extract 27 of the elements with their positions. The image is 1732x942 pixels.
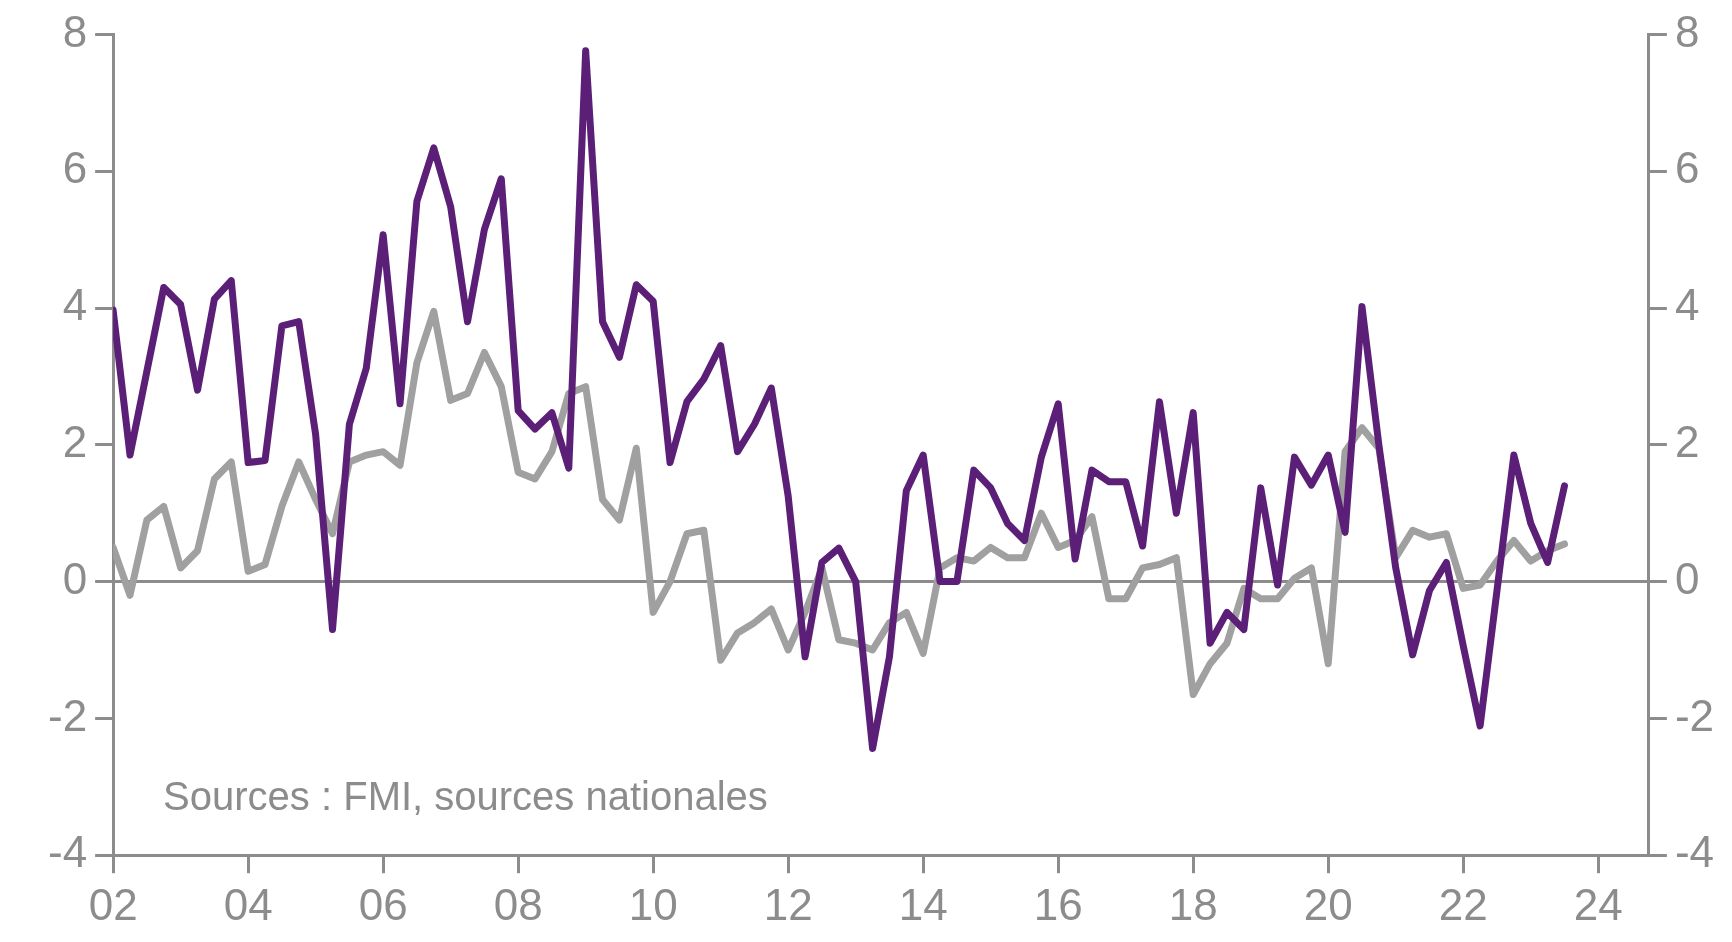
annotation: Sources : FMI, sources nationales <box>163 774 768 819</box>
y-tick-label: 4 <box>62 280 88 330</box>
y-tick-label: 8 <box>62 6 88 56</box>
x-tick-label: 12 <box>763 879 813 929</box>
x-tick-label: 22 <box>1438 879 1488 929</box>
x-tick-label: 18 <box>1168 879 1218 929</box>
y2-tick-label: -2 <box>1674 690 1714 740</box>
x-tick-label: 08 <box>493 879 543 929</box>
y2-tick-label: 8 <box>1674 6 1700 56</box>
y-tick-label: 2 <box>62 416 88 466</box>
x-tick-label: 04 <box>223 879 273 929</box>
y-tick-label: -2 <box>48 690 88 740</box>
y2-tick-label: 4 <box>1674 280 1700 330</box>
x-tick-label: 24 <box>1573 879 1623 929</box>
x-tick-label: 10 <box>628 879 678 929</box>
y2-tick-label: -4 <box>1674 827 1714 877</box>
x-tick-label: 20 <box>1303 879 1353 929</box>
x-tick-label: 16 <box>1033 879 1083 929</box>
x-tick-label: 06 <box>358 879 408 929</box>
x-tick-label: 14 <box>898 879 948 929</box>
y2-tick-label: 6 <box>1674 143 1700 193</box>
y-tick-label: -4 <box>48 827 88 877</box>
y2-tick-label: 2 <box>1674 416 1700 466</box>
y2-tick-label: 0 <box>1674 553 1700 603</box>
y-tick-label: 6 <box>62 143 88 193</box>
y-tick-label: 0 <box>62 553 88 603</box>
x-tick-label: 02 <box>88 879 138 929</box>
